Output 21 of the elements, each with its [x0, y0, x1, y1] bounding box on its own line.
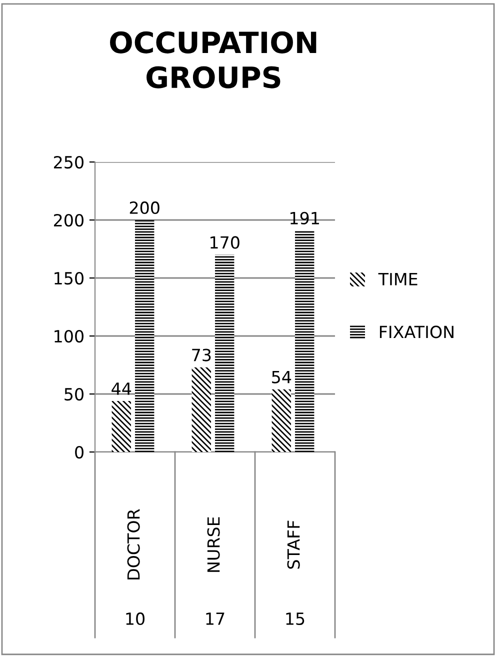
data-label: 200	[130, 201, 160, 214]
chart-title: OCCUPATION GROUPS	[110, 31, 316, 88]
data-label: 170	[210, 236, 240, 249]
legend-label: FIXATION	[380, 326, 454, 338]
y-tick-label: 0	[75, 446, 84, 459]
data-label: 191	[290, 212, 319, 224]
x-tick-label: DOCTOR	[127, 509, 140, 580]
y-tick-label: 200	[54, 214, 84, 227]
data-label: 73	[192, 348, 211, 362]
text: 17	[206, 612, 224, 625]
data-label: 44	[112, 382, 132, 395]
legend-label: TIME	[378, 273, 418, 286]
y-tick-label: 250	[54, 156, 84, 169]
x-tick-label: NURSE	[207, 517, 220, 572]
text: 15	[286, 612, 304, 626]
x-tick-label: STAFF	[287, 520, 300, 569]
y-tick-label: 100	[54, 330, 84, 343]
y-tick-label: 50	[64, 388, 84, 401]
text: 10	[126, 612, 144, 626]
data-label: 54	[272, 370, 292, 384]
y-tick-label: 150	[54, 272, 84, 285]
